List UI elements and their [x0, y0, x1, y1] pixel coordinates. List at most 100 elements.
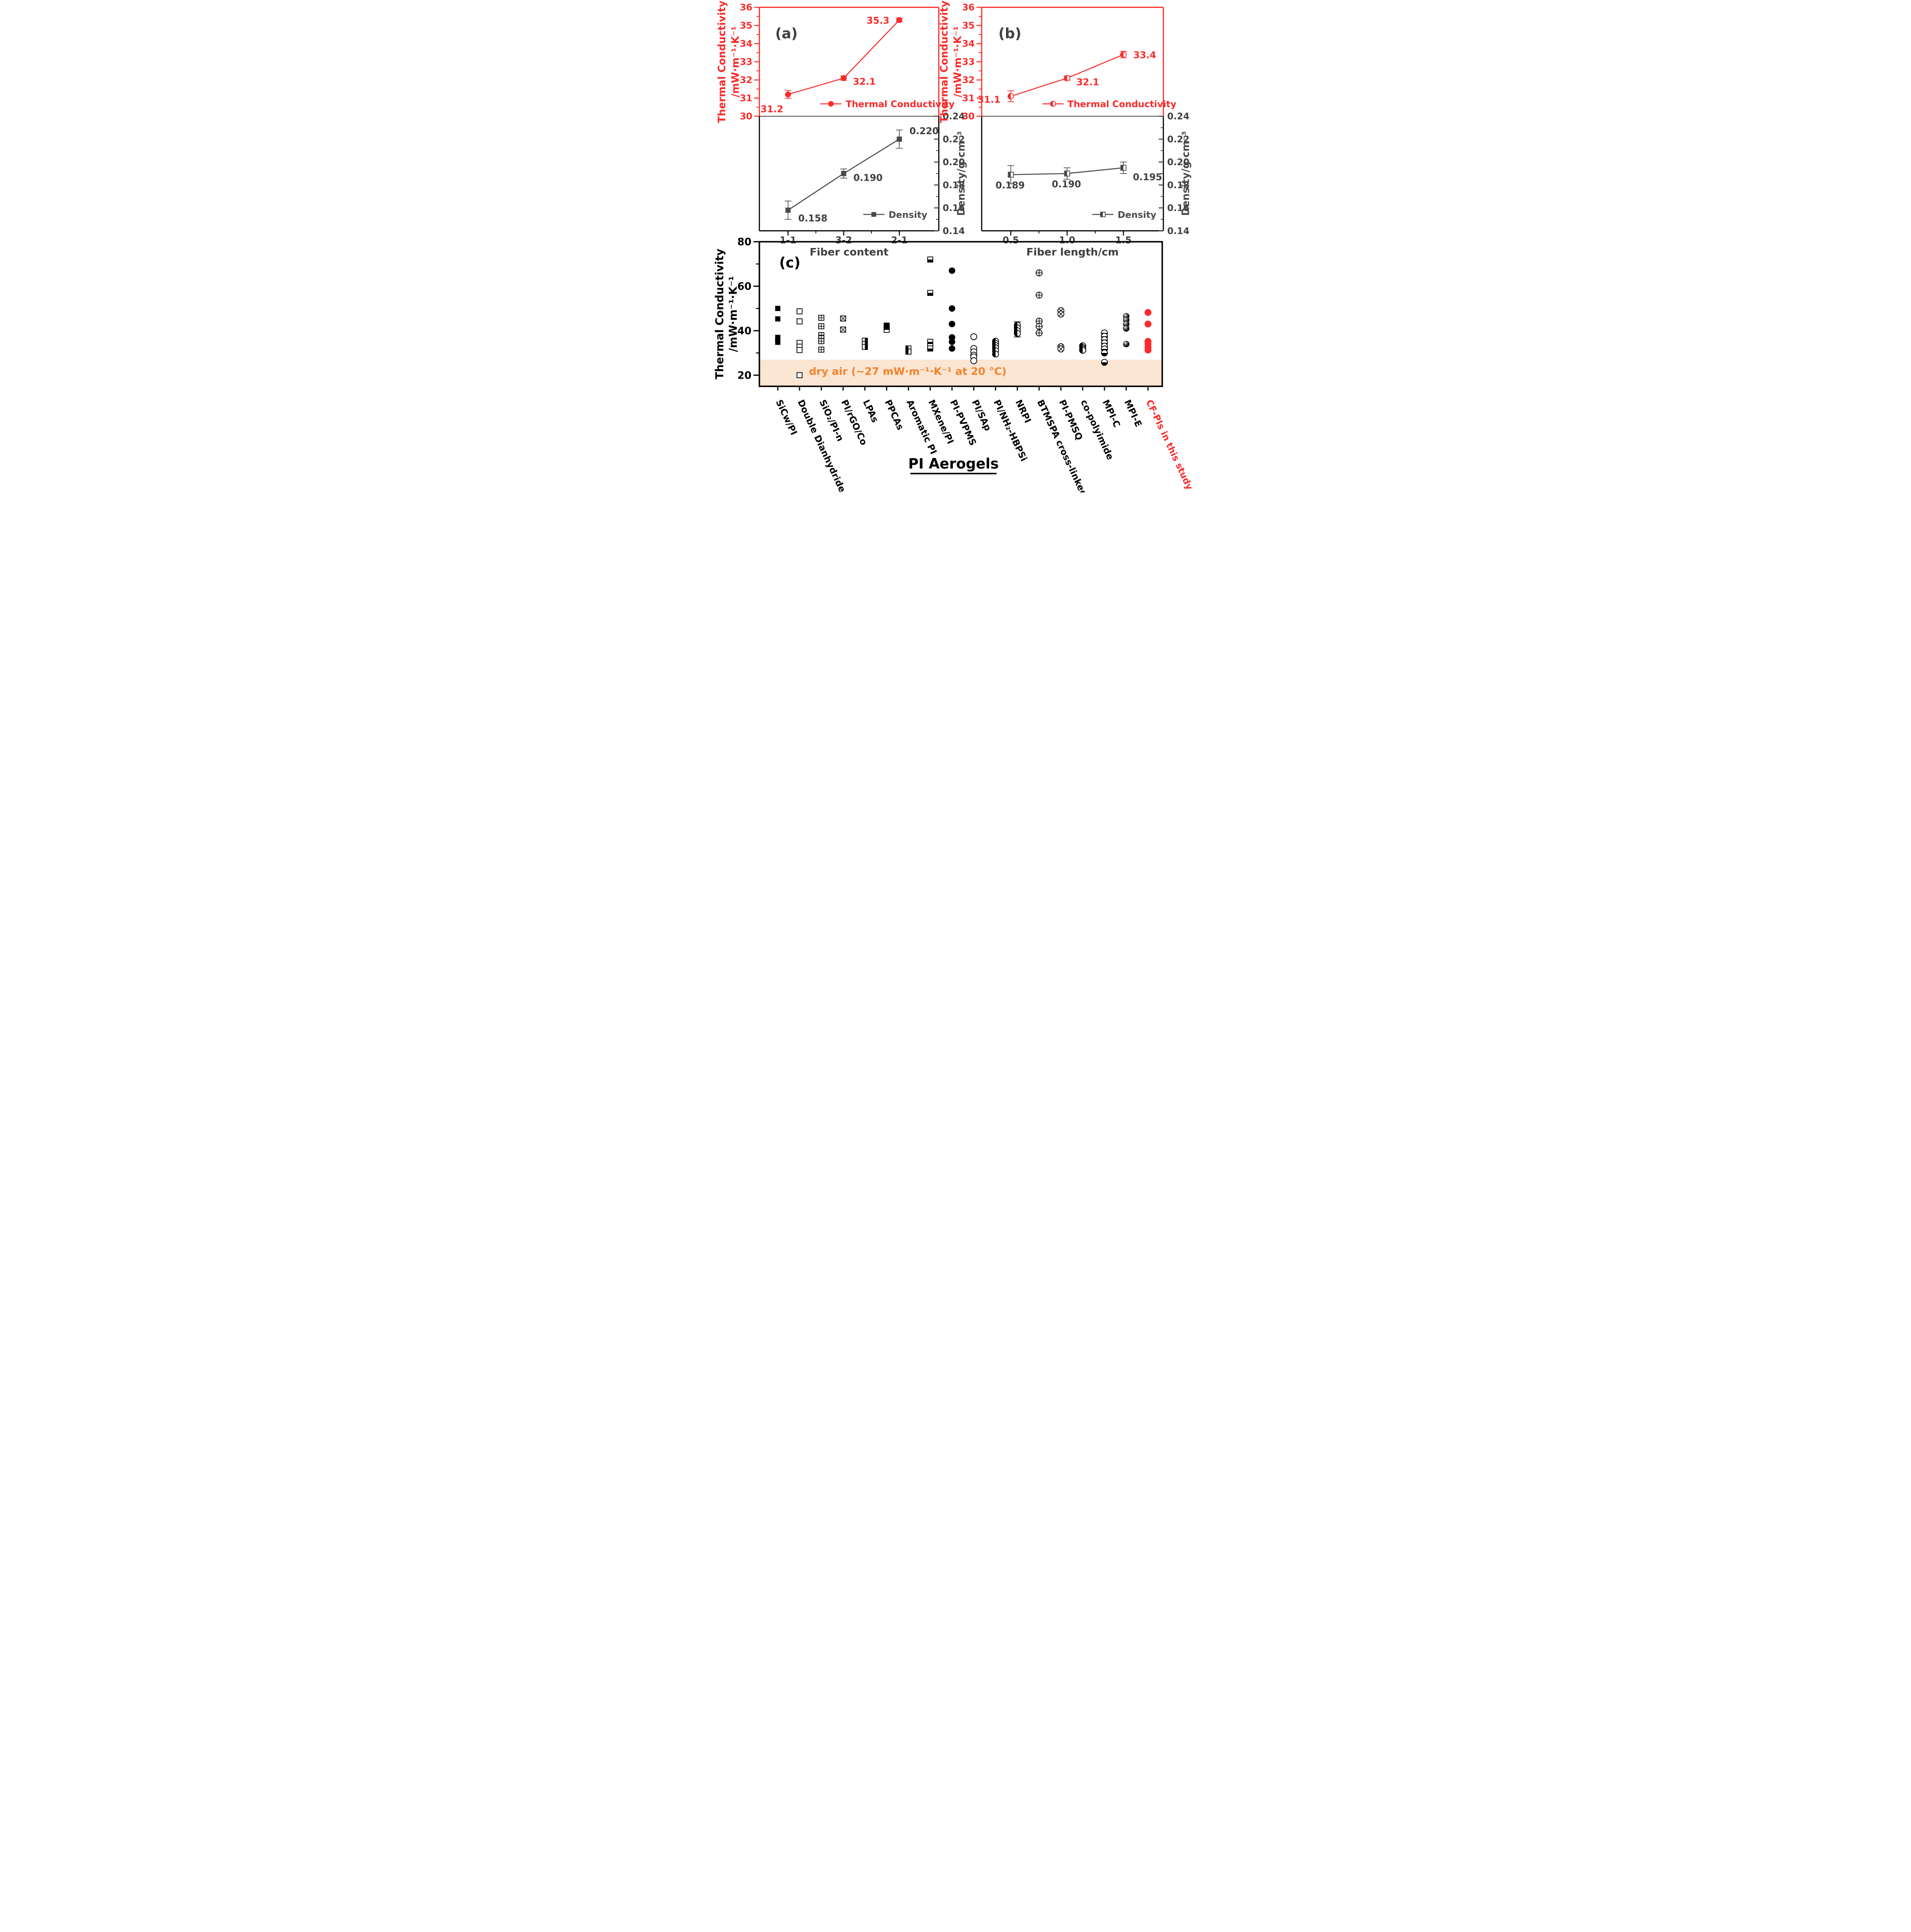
pi-pmsq-point — [1057, 345, 1064, 352]
pi-pmsq-point-x — [1058, 346, 1064, 352]
cf-pis-in-this-study-point — [1145, 346, 1152, 354]
pi-sap-point-shape — [970, 333, 977, 341]
pi-rgo-co-point — [840, 326, 846, 333]
y-tick-label: 20 — [737, 370, 751, 381]
tc-axis-label-units: /mW·m⁻¹·K⁻¹ — [730, 26, 742, 97]
mxene-pi-point-half — [928, 293, 933, 296]
y-axis-label: Thermal Conductivity — [713, 249, 726, 379]
pi-pvpms-point-shape — [948, 321, 956, 328]
aromatic-pi-point — [905, 348, 912, 355]
density-legend-marker-shape — [871, 212, 876, 217]
tc-tick-label: 34 — [740, 39, 752, 49]
density-point-half — [1064, 170, 1068, 176]
category-label: PPCAs — [882, 398, 905, 432]
density-legend-label: Density — [889, 209, 927, 220]
tc-legend-marker-half — [1050, 101, 1053, 107]
pi-pvpms-point-shape — [948, 305, 956, 312]
pi-pvpms-point-shape — [948, 338, 956, 345]
tc-tick-label: 34 — [962, 39, 975, 49]
density-tick-label: 0.24 — [1167, 111, 1189, 122]
density-tick-label: 0.16 — [1167, 203, 1189, 213]
figure-canvas: 30 31 32 33 34 35 36 Thermal Conductivity/mW·m⁻… — [712, 0, 1199, 492]
tc-point — [1007, 93, 1014, 100]
sio-pi-n-point — [818, 338, 824, 345]
sicw-pi-point — [775, 306, 781, 311]
tc-point-label: 31.2 — [761, 104, 784, 115]
sicw-pi-point-shape — [775, 306, 781, 311]
x-tick-label: 1.0 — [1059, 235, 1075, 246]
cf-pis-in-this-study-point — [1145, 320, 1152, 328]
density-point-label: 0.190 — [1052, 179, 1081, 190]
pi-sap-point — [970, 333, 977, 341]
tc-line — [788, 19, 900, 95]
lpas-point — [862, 344, 868, 350]
ppcas-point-half — [884, 325, 890, 328]
double-dianhydride-pi-point-shape — [797, 347, 803, 353]
tc-legend-marker — [1050, 101, 1056, 107]
co-polyimide-point-half — [1079, 347, 1083, 353]
tc-tick-label: 36 — [740, 2, 752, 13]
btmspa-cross-linked-pi-point — [1036, 269, 1043, 276]
ppcas-point-half — [884, 327, 890, 330]
lpas-point-half — [865, 344, 868, 350]
sio-pi-n-point — [818, 323, 824, 329]
category-label: SiCw/PI — [774, 398, 799, 437]
mpi-e-point-shape — [1123, 325, 1130, 332]
sicw-pi-point-shape — [775, 340, 781, 345]
pi-rgo-co-point — [840, 315, 846, 321]
nrpi-point — [1014, 330, 1021, 337]
pi-pmsq-point-x — [1058, 311, 1064, 317]
tc-point — [1064, 75, 1071, 81]
density-tick-label: 0.18 — [943, 180, 965, 190]
tc-tick-label: 30 — [962, 111, 975, 122]
y-axis-label-units: /mW·m⁻¹·K⁻¹ — [727, 276, 739, 352]
mpi-e-point — [1123, 341, 1130, 348]
mpi-e-point — [1123, 325, 1130, 332]
x-tick-label: 1.5 — [1115, 235, 1132, 246]
y-tick-label: 40 — [737, 325, 751, 337]
density-point — [1008, 171, 1014, 178]
pi-rgo-co-point-x — [840, 327, 846, 333]
density-point — [1064, 170, 1070, 177]
pi-nh-hbpsi-point — [992, 350, 999, 358]
tc-axis-label-units: /mW·m⁻¹·K⁻¹ — [952, 26, 964, 97]
density-point-label: 0.195 — [1133, 172, 1162, 182]
pi-pvpms-point — [948, 321, 956, 328]
density-tick-label: 0.20 — [1167, 157, 1189, 167]
category-label: NRPI — [1014, 398, 1033, 425]
x-tick-label: 1-1 — [780, 235, 797, 246]
sicw-pi-point-shape — [775, 335, 781, 340]
density-legend-label: Density — [1118, 209, 1156, 220]
double-dianhydride-pi-point-shape — [797, 318, 803, 325]
tc-point-half — [1008, 93, 1011, 99]
mxene-pi-point — [927, 290, 933, 296]
cf-pis-in-this-study-point-shape — [1145, 309, 1152, 316]
tc-point-label: 32.1 — [853, 77, 876, 87]
tc-point-label: 32.1 — [1076, 77, 1099, 88]
category-label: LPAs — [861, 398, 881, 424]
tc-point — [840, 75, 847, 81]
mpi-c-point-half — [1101, 353, 1108, 356]
tc-tick-label: 35 — [962, 20, 975, 31]
panel-c: 20 40 60 80 Thermal Conductivity/mW·m⁻¹·K⁻¹ (… — [713, 236, 1195, 492]
ppcas-point-half — [884, 323, 890, 326]
density-point-shape — [897, 136, 902, 142]
co-polyimide-point — [1079, 347, 1086, 354]
tc-axis-label: Thermal Conductivity — [939, 0, 950, 123]
ppcas-point — [883, 327, 890, 333]
density-legend-marker-half — [1100, 212, 1103, 217]
mxene-pi-point — [927, 345, 933, 352]
tc-legend-label: Thermal Conductivity — [846, 99, 955, 109]
panel-tag: (a) — [775, 25, 798, 42]
density-tick-label: 0.16 — [943, 203, 965, 213]
x-tick-label: 2-1 — [891, 235, 908, 246]
x-axis-label: Fiber length/cm — [1026, 246, 1119, 258]
mxene-pi-point-half — [928, 341, 933, 345]
double-dianhydride-pi-point — [797, 347, 803, 353]
dry-air-band — [759, 360, 1162, 387]
mxene-pi-point — [927, 256, 933, 263]
density-tick-label: 0.14 — [943, 225, 965, 236]
btmspa-cross-linked-pi-point — [1036, 291, 1043, 299]
density-axis-label: Density/g·cm⁻³ — [956, 131, 967, 216]
pi-pvpms-point-shape — [948, 267, 956, 274]
